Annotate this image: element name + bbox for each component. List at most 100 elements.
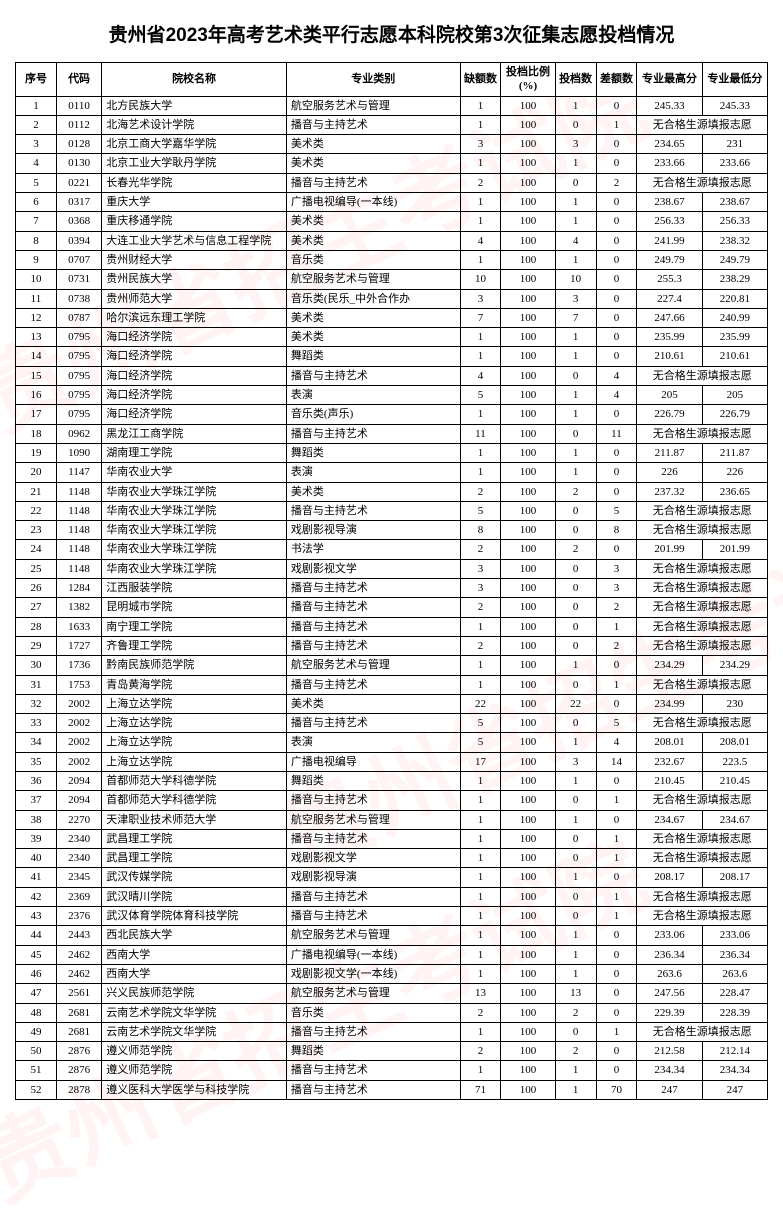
table-row: 90707贵州财经大学音乐类110010249.79249.79: [16, 250, 768, 269]
table-cell: 1: [460, 656, 501, 675]
no-source-cell: 无合格生源填报志愿: [637, 829, 768, 848]
table-row: 372094首都师范大学科德学院播音与主持艺术110001无合格生源填报志愿: [16, 791, 768, 810]
table-cell: 0: [555, 714, 596, 733]
high-score-cell: 208.01: [637, 733, 702, 752]
table-cell: 2270: [56, 810, 101, 829]
table-cell: 4: [460, 231, 501, 250]
high-score-cell: 241.99: [637, 231, 702, 250]
no-source-cell: 无合格生源填报志愿: [637, 714, 768, 733]
high-score-cell: 226.79: [637, 405, 702, 424]
table-cell: 北海艺术设计学院: [102, 115, 287, 134]
table-cell: 1: [555, 347, 596, 366]
table-cell: 戏剧影视导演: [286, 868, 460, 887]
low-score-cell: 256.33: [702, 212, 767, 231]
table-cell: 1: [555, 154, 596, 173]
table-cell: 2681: [56, 1003, 101, 1022]
low-score-cell: 235.99: [702, 328, 767, 347]
table-cell: 100: [501, 849, 555, 868]
high-score-cell: 245.33: [637, 96, 702, 115]
no-source-cell: 无合格生源填报志愿: [637, 675, 768, 694]
table-cell: 1: [596, 907, 637, 926]
table-cell: 0: [555, 829, 596, 848]
low-score-cell: 234.29: [702, 656, 767, 675]
high-score-cell: 234.99: [637, 694, 702, 713]
table-cell: 1: [460, 945, 501, 964]
table-cell: 3: [460, 289, 501, 308]
table-cell: 9: [16, 250, 57, 269]
table-cell: 2876: [56, 1061, 101, 1080]
table-cell: 0: [555, 1022, 596, 1041]
table-cell: 美术类: [286, 212, 460, 231]
table-cell: 1: [460, 405, 501, 424]
table-cell: 20: [16, 463, 57, 482]
table-row: 10110北方民族大学航空服务艺术与管理110010245.33245.33: [16, 96, 768, 115]
table-cell: 2: [555, 540, 596, 559]
high-score-cell: 256.33: [637, 212, 702, 231]
table-cell: 3: [596, 579, 637, 598]
table-cell: 播音与主持艺术: [286, 366, 460, 385]
table-cell: 上海立达学院: [102, 694, 287, 713]
table-cell: 戏剧影视文学(一本线): [286, 964, 460, 983]
table-row: 402340武昌理工学院戏剧影视文学110001无合格生源填报志愿: [16, 849, 768, 868]
table-cell: 3: [460, 559, 501, 578]
table-cell: 1: [555, 964, 596, 983]
table-cell: 100: [501, 308, 555, 327]
table-cell: 戏剧影视文学: [286, 849, 460, 868]
table-cell: 0: [596, 135, 637, 154]
table-cell: 100: [501, 366, 555, 385]
table-cell: 100: [501, 443, 555, 462]
table-cell: 71: [460, 1080, 501, 1099]
table-cell: 1: [555, 405, 596, 424]
table-cell: 北方民族大学: [102, 96, 287, 115]
table-cell: 100: [501, 656, 555, 675]
low-score-cell: 228.47: [702, 984, 767, 1003]
table-row: 60317重庆大学广播电视编导(一本线)110010238.67238.67: [16, 193, 768, 212]
table-cell: 音乐类(声乐): [286, 405, 460, 424]
table-cell: 0962: [56, 424, 101, 443]
table-cell: 华南农业大学珠江学院: [102, 559, 287, 578]
table-cell: 2: [596, 598, 637, 617]
table-cell: 1: [460, 887, 501, 906]
table-row: 392340武昌理工学院播音与主持艺术110001无合格生源填报志愿: [16, 829, 768, 848]
table-cell: 4: [596, 733, 637, 752]
table-cell: 播音与主持艺术: [286, 115, 460, 134]
table-cell: 5: [460, 501, 501, 520]
table-cell: 1: [555, 1080, 596, 1099]
table-cell: 0: [596, 1003, 637, 1022]
table-cell: 2462: [56, 945, 101, 964]
table-cell: 兴义民族师范学院: [102, 984, 287, 1003]
table-row: 140795海口经济学院舞蹈类110010210.61210.61: [16, 347, 768, 366]
table-cell: 1: [555, 945, 596, 964]
high-score-cell: 234.29: [637, 656, 702, 675]
table-cell: 书法学: [286, 540, 460, 559]
table-cell: 1: [555, 868, 596, 887]
low-score-cell: 226: [702, 463, 767, 482]
table-cell: 48: [16, 1003, 57, 1022]
table-cell: 0: [555, 424, 596, 443]
table-cell: 1: [555, 810, 596, 829]
table-row: 291727齐鲁理工学院播音与主持艺术210002无合格生源填报志愿: [16, 636, 768, 655]
table-row: 472561兴义民族师范学院航空服务艺术与管理13100130247.56228…: [16, 984, 768, 1003]
table-cell: 天津职业技术师范大学: [102, 810, 287, 829]
table-cell: 0: [596, 193, 637, 212]
table-cell: 1: [555, 193, 596, 212]
table-cell: 0787: [56, 308, 101, 327]
table-cell: 1: [555, 733, 596, 752]
high-score-cell: 212.58: [637, 1042, 702, 1061]
table-cell: 1: [460, 1061, 501, 1080]
table-cell: 100: [501, 829, 555, 848]
table-cell: 齐鲁理工学院: [102, 636, 287, 655]
table-cell: 华南农业大学珠江学院: [102, 540, 287, 559]
high-score-cell: 234.65: [637, 135, 702, 154]
table-cell: 昆明城市学院: [102, 598, 287, 617]
table-cell: 戏剧影视文学: [286, 559, 460, 578]
table-cell: 0795: [56, 347, 101, 366]
table-cell: 1: [555, 926, 596, 945]
table-cell: 28: [16, 617, 57, 636]
table-cell: 美术类: [286, 328, 460, 347]
table-cell: 2: [460, 1042, 501, 1061]
table-row: 180962黑龙江工商学院播音与主持艺术11100011无合格生源填报志愿: [16, 424, 768, 443]
table-cell: 18: [16, 424, 57, 443]
table-row: 191090湖南理工学院舞蹈类110010211.87211.87: [16, 443, 768, 462]
table-cell: 52: [16, 1080, 57, 1099]
